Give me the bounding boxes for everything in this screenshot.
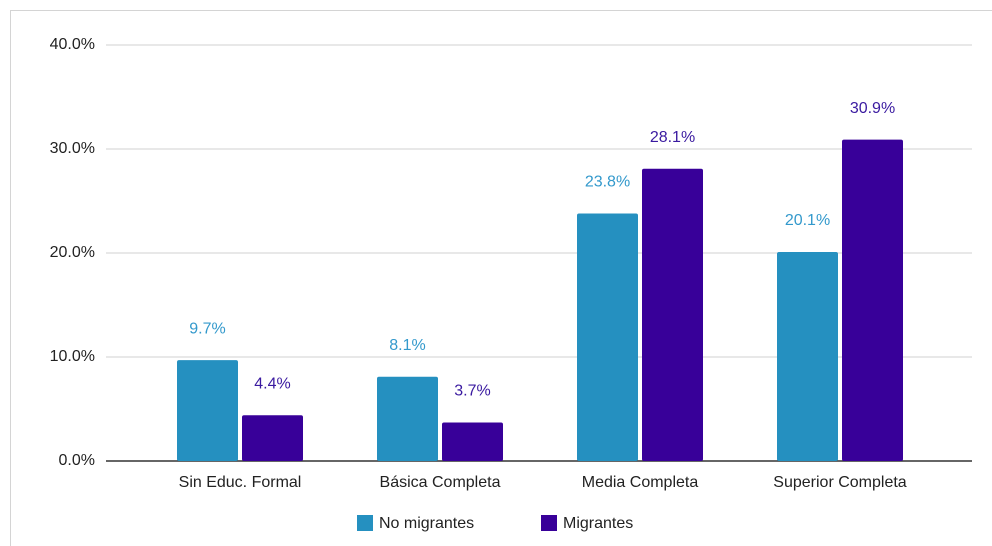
legend-swatch: [541, 515, 557, 531]
value-label: 8.1%: [389, 337, 425, 354]
bar: [377, 376, 438, 461]
value-label: 20.1%: [785, 212, 830, 229]
bar: [242, 415, 303, 461]
bar: [642, 168, 703, 461]
x-tick-label: Básica Completa: [380, 474, 501, 491]
value-label: 30.9%: [850, 100, 895, 117]
value-label: 28.1%: [650, 129, 695, 146]
value-label: 3.7%: [454, 383, 490, 400]
x-tick-label: Media Completa: [582, 474, 699, 491]
value-label: 4.4%: [254, 375, 290, 392]
bar: [177, 360, 238, 461]
legend-label: Migrantes: [563, 515, 633, 532]
y-tick-label: 0.0%: [59, 452, 95, 469]
y-tick-label: 20.0%: [50, 244, 95, 261]
y-tick-label: 40.0%: [50, 36, 95, 53]
y-tick-label: 10.0%: [50, 348, 95, 365]
bar: [842, 139, 903, 461]
bar: [577, 213, 638, 461]
bar: [442, 422, 503, 461]
value-label: 9.7%: [189, 320, 225, 337]
x-tick-label: Sin Educ. Formal: [179, 474, 302, 491]
y-tick-label: 30.0%: [50, 140, 95, 157]
frame: [10, 10, 992, 546]
value-label: 23.8%: [585, 174, 630, 191]
legend-label: No migrantes: [379, 515, 474, 532]
legend-swatch: [357, 515, 373, 531]
bar: [777, 251, 838, 461]
x-tick-label: Superior Completa: [773, 474, 907, 491]
